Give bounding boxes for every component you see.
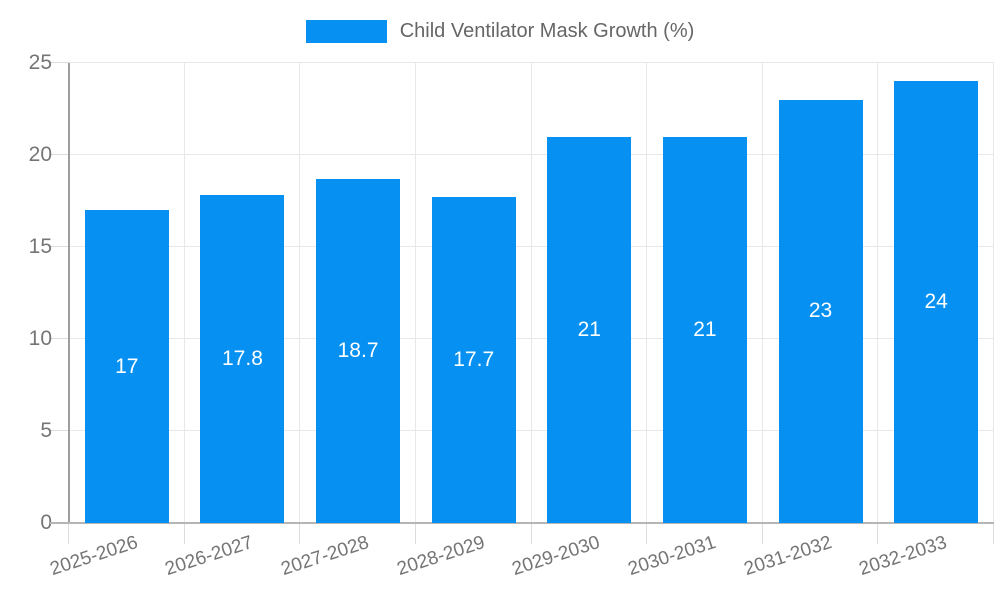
y-axis-label: 20 xyxy=(28,143,52,166)
x-axis-tick xyxy=(877,523,878,544)
v-gridline xyxy=(299,63,300,523)
y-axis-label: 5 xyxy=(40,419,52,442)
bar[interactable]: 17.7 xyxy=(431,197,516,523)
y-axis-label: 0 xyxy=(40,511,52,534)
y-axis-label: 15 xyxy=(28,235,52,258)
v-gridline xyxy=(646,63,647,523)
legend-item-series-1[interactable]: Child Ventilator Mask Growth (%) xyxy=(305,20,695,43)
bar[interactable]: 21 xyxy=(662,136,747,523)
legend-label: Child Ventilator Mask Growth (%) xyxy=(399,20,695,42)
x-axis-tick xyxy=(993,523,994,544)
legend-swatch-icon xyxy=(305,20,387,43)
y-axis-label: 25 xyxy=(28,51,52,74)
h-gridline xyxy=(69,62,994,63)
y-axis-tick xyxy=(50,338,69,339)
x-axis-tick xyxy=(646,523,647,544)
v-gridline xyxy=(993,63,994,523)
x-axis-line xyxy=(50,522,994,524)
v-gridline xyxy=(415,63,416,523)
bar[interactable]: 24 xyxy=(894,81,979,523)
y-axis-tick xyxy=(50,246,69,247)
bar[interactable]: 17 xyxy=(84,210,169,523)
bar-value-label: 17.7 xyxy=(453,348,495,372)
v-gridline xyxy=(184,63,185,523)
y-axis-label: 10 xyxy=(28,327,52,350)
bar-value-label: 21 xyxy=(577,317,601,341)
bar-value-label: 17.8 xyxy=(222,347,263,371)
bar[interactable]: 21 xyxy=(547,136,632,523)
y-axis-tick xyxy=(50,62,69,63)
bar-value-label: 23 xyxy=(808,299,833,323)
y-axis-tick xyxy=(50,154,69,155)
y-axis-line xyxy=(68,63,70,523)
y-axis-tick xyxy=(50,430,69,431)
bar[interactable]: 23 xyxy=(778,99,863,523)
bar-value-label: 18.7 xyxy=(337,338,379,362)
bar-value-label: 24 xyxy=(924,290,948,314)
bar[interactable]: 17.8 xyxy=(200,195,285,523)
bar-value-label: 21 xyxy=(693,317,717,341)
x-axis-tick xyxy=(531,523,532,544)
x-axis-tick xyxy=(184,523,185,544)
x-axis-tick xyxy=(762,523,763,544)
x-axis-tick xyxy=(299,523,300,544)
chart-legend: Child Ventilator Mask Growth (%) xyxy=(0,20,1000,43)
bar[interactable]: 18.7 xyxy=(316,178,401,523)
x-axis-tick xyxy=(68,523,69,544)
x-axis-tick xyxy=(415,523,416,544)
v-gridline xyxy=(762,63,763,523)
v-gridline xyxy=(877,63,878,523)
bar-value-label: 17 xyxy=(115,354,139,378)
v-gridline xyxy=(531,63,532,523)
